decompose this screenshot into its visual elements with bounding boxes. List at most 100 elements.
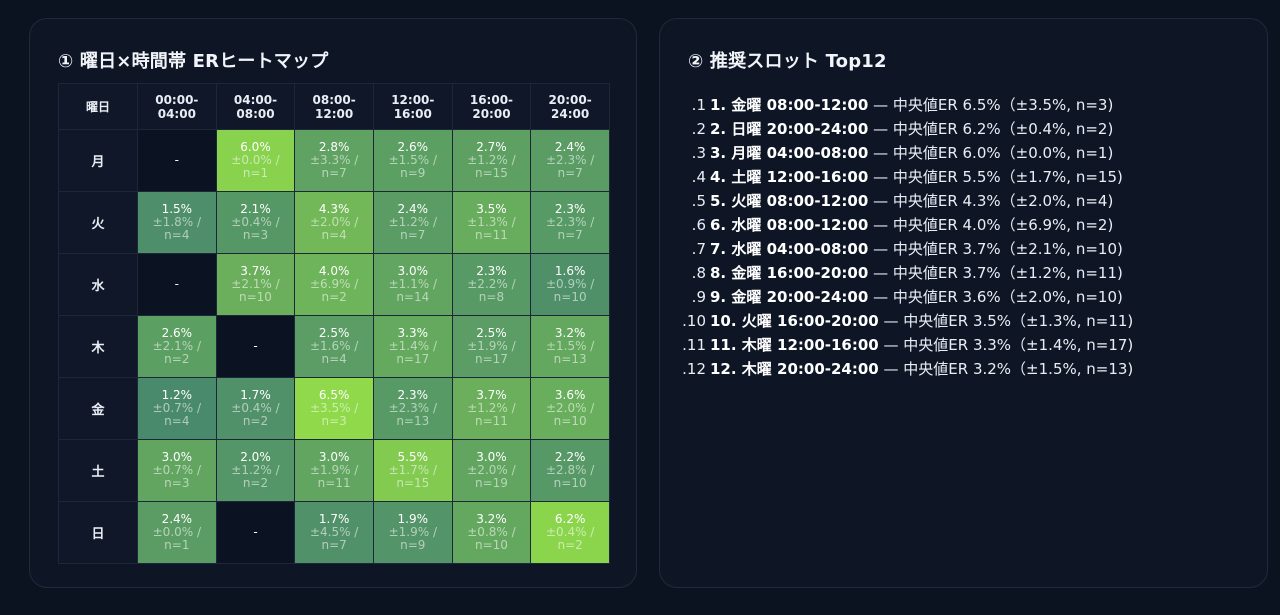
heatmap-cell: 3.0% ±0.7% / n=3 (137, 439, 217, 502)
slot-detail: — 中央値ER 3.2%（±1.5%, n=13) (878, 360, 1134, 378)
cell-sd-value: ±2.1% / (152, 339, 202, 353)
column-header-line: 12:00 (315, 106, 354, 121)
heatmap-cell: 2.6% ±2.1% / n=2 (137, 315, 217, 378)
heatmap-row: 金 1.2% ±0.7% / n=4 1.7% ±0.4% / n=2 6.5% ±3.5% /… (58, 377, 610, 440)
cell-sd-value: ±0.9% / (545, 277, 595, 291)
column-header: 08:00- 12:00 (294, 83, 374, 130)
cell-sd-value: ±2.0% / (467, 463, 516, 477)
day-label: 月 (58, 129, 138, 192)
cell-sd-value: ±1.4% / (388, 339, 437, 353)
heatmap-cell: 2.0% ±1.2% / n=2 (215, 439, 296, 502)
slot-detail: — 中央値ER 4.3%（±2.0%, n=4) (868, 192, 1114, 210)
heatmap-cell: 3.0% ±1.9% / n=11 (294, 439, 374, 502)
heatmap-cell: 2.2% ±2.8% / n=10 (530, 439, 610, 502)
heatmap-cell: 2.3% ±2.2% / n=8 (451, 253, 532, 316)
column-header-line: 08:00 (236, 106, 275, 121)
heatmap-cell: 1.2% ±0.7% / n=4 (137, 377, 217, 440)
slot-item: 4. 4. 土曜 12:00-16:00 — 中央値ER 5.5%（±1.7%,… (691, 168, 1123, 186)
cell-sd-value: ±1.2% / (231, 463, 280, 477)
heatmap-cell: 2.3% ±2.3% / n=13 (372, 377, 453, 440)
cell-er-value: 2.3% (397, 388, 429, 402)
column-header-line: 16:00- (469, 92, 514, 107)
cell-n-value: n=7 (321, 538, 347, 552)
cell-er-value: 3.7% (476, 388, 507, 402)
day-label: 水 (58, 253, 138, 316)
heatmap-title: ① 曜日×時間帯 ERヒートマップ (58, 51, 329, 72)
heatmap-row: 火 1.5% ±1.8% / n=4 2.1% ±0.4% / n=3 4.3% ±2.0% /… (58, 191, 610, 254)
heatmap-cell: 2.1% ±0.4% / n=3 (215, 191, 296, 254)
day-label: 金 (58, 377, 138, 440)
cell-er-value: 3.3% (397, 326, 429, 340)
cell-sd-value: ±1.3% / (467, 215, 516, 229)
slot-label: 2. 日曜 20:00-24:00 (710, 120, 869, 138)
cell-n-value: n=3 (164, 476, 190, 490)
cell-n-value: n=10 (553, 290, 587, 304)
column-header: 16:00- 20:00 (451, 83, 532, 130)
cell-er-value: 1.7% (240, 388, 271, 402)
slots-panel: ② 推奨スロット Top12 1. 1. 金曜 08:00-12:00 — 中央… (659, 18, 1268, 588)
heatmap-cell: 3.0% ±2.0% / n=19 (451, 439, 532, 502)
cell-sd-value: ±0.7% / (152, 401, 202, 415)
slot-item: 12. 12. 木曜 20:00-24:00 — 中央値ER 3.2%（±1.5… (682, 360, 1134, 378)
heatmap-cell: 1.5% ±1.8% / n=4 (137, 191, 217, 254)
cell-er-value: 3.0% (476, 450, 507, 464)
cell-n-value: n=7 (400, 228, 426, 242)
cell-sd-value: ±1.2% / (467, 401, 516, 415)
column-header: 20:00- 24:00 (530, 83, 610, 130)
cell-sd-value: ±0.4% / (231, 215, 280, 229)
cell-n-value: n=11 (317, 476, 351, 490)
slot-label: 4. 土曜 12:00-16:00 (710, 168, 869, 186)
heatmap-cell: 5.5% ±1.7% / n=15 (372, 439, 453, 502)
cell-n-value: n=17 (474, 352, 508, 366)
cell-er-value: 5.5% (397, 450, 429, 464)
cell-n-value: n=1 (164, 538, 190, 552)
slot-item: 5. 5. 火曜 08:00-12:00 — 中央値ER 4.3%（±2.0%,… (691, 192, 1114, 210)
cell-sd-value: ±0.4% / (231, 401, 280, 415)
slot-detail: — 中央値ER 6.2%（±0.4%, n=2) (868, 120, 1114, 138)
cell-n-value: n=3 (321, 414, 347, 428)
cell-er-value: 3.2% (476, 512, 507, 526)
day-label: 日 (58, 501, 138, 564)
column-header-line: 16:00 (393, 106, 432, 121)
column-header: 00:00- 04:00 (137, 83, 217, 130)
cell-sd-value: ±1.2% / (467, 153, 516, 167)
cell-sd-value: ±3.3% / (309, 153, 359, 167)
cell-n-value: n=3 (242, 228, 269, 242)
heatmap-body: 月 -6.0% ±0.0% / n=1 2.8% ±3.3% / n=7 2.6% ±1.5% … (58, 129, 610, 564)
slot-label: 11. 木曜 12:00-16:00 (710, 336, 879, 354)
cell-sd-value: ±1.6% / (309, 339, 359, 353)
heatmap-cell: 1.6% ±0.9% / n=10 (530, 253, 610, 316)
cell-sd-value: ±2.3% / (545, 153, 595, 167)
heatmap-cell: 1.7% ±0.4% / n=2 (215, 377, 296, 440)
heatmap-cell: 2.4% ±1.2% / n=7 (372, 191, 453, 254)
cell-n-value: n=9 (400, 538, 426, 552)
cell-er-value: 2.5% (318, 326, 350, 340)
heatmap-cell: 6.2% ±0.4% / n=2 (530, 501, 610, 564)
cell-er-value: 1.5% (161, 202, 193, 216)
heatmap-row: 土 3.0% ±0.7% / n=3 2.0% ±1.2% / n=2 3.0% ±1.9% /… (58, 439, 610, 502)
cell-er-value: 2.6% (161, 326, 193, 340)
heatmap-cell-empty: - (215, 315, 296, 378)
cell-n-value: n=4 (164, 414, 190, 428)
column-header-line: 20:00 (472, 106, 511, 121)
heatmap-cell: 2.6% ±1.5% / n=9 (372, 129, 453, 192)
cell-er-value: 3.7% (240, 264, 271, 278)
cell-n-value: n=10 (239, 290, 272, 304)
cell-sd-value: ±1.1% / (388, 277, 437, 291)
slot-label: 10. 火曜 16:00-20:00 (710, 312, 879, 330)
cell-sd-value: ±0.8% / (467, 525, 516, 539)
column-header-line: 24:00 (551, 106, 590, 121)
slot-detail: — 中央値ER 3.6%（±2.0%, n=10) (868, 288, 1123, 306)
cell-er-value: 1.2% (161, 388, 193, 402)
cell-er-value: 2.0% (240, 450, 271, 464)
cell-n-value: n=4 (164, 228, 190, 242)
slot-detail: — 中央値ER 3.5%（±1.3%, n=11) (878, 312, 1134, 330)
cell-n-value: n=15 (396, 476, 430, 490)
cell-n-value: n=7 (557, 166, 583, 180)
slot-detail: — 中央値ER 3.7%（±1.2%, n=11) (868, 264, 1123, 282)
cell-n-value: n=8 (478, 290, 505, 304)
cell-er-value: 6.2% (554, 512, 586, 526)
cell-n-value: n=7 (321, 166, 347, 180)
column-header-line: 08:00- (312, 92, 356, 107)
slot-detail: — 中央値ER 6.5%（±3.5%, n=3) (868, 96, 1114, 114)
